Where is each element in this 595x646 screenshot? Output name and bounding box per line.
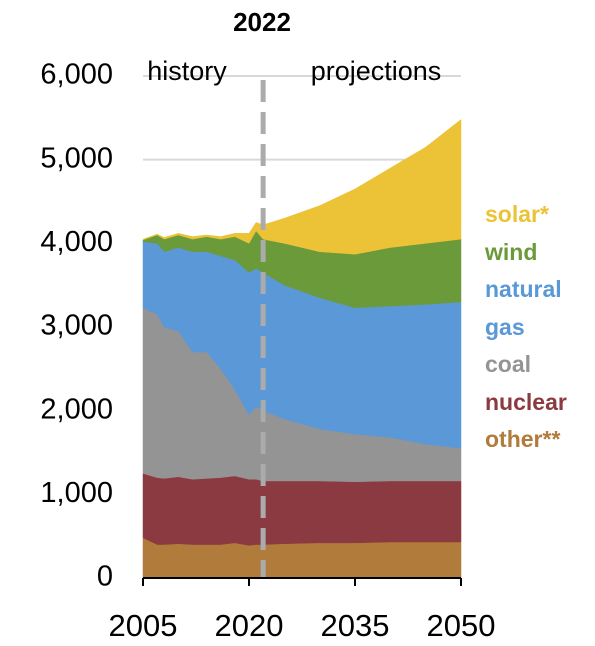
legend-entry: wind (485, 238, 538, 265)
area (142, 118, 462, 255)
legend-entry: other** (485, 426, 561, 452)
y-tick-label: 4,000 (40, 226, 113, 258)
x-tick-label: 2035 (321, 608, 390, 643)
y-tick-label: 0 (97, 561, 113, 593)
legend: solar* wind natural gas coal nuclear other** (485, 196, 593, 459)
x-tick-label: 2050 (427, 608, 496, 643)
y-tick-label: 5,000 (40, 142, 113, 174)
x-tick-label: 2020 (215, 608, 284, 643)
annotation: history (147, 56, 227, 86)
y-tick-label: 1,000 (40, 477, 113, 509)
legend-entry: natural gas (485, 276, 562, 340)
divider-label: 2022 (233, 7, 291, 37)
y-tick-label: 6,000 (40, 59, 113, 91)
legend-entry: solar* (485, 201, 549, 227)
annotation: projections (311, 56, 442, 86)
area (142, 473, 462, 546)
legend-entry: nuclear (485, 388, 567, 415)
y-tick-label: 3,000 (40, 310, 113, 342)
y-tick-label: 2,000 (40, 393, 113, 425)
legend-entry: coal (485, 351, 532, 377)
x-tick-label: 2005 (109, 608, 178, 643)
